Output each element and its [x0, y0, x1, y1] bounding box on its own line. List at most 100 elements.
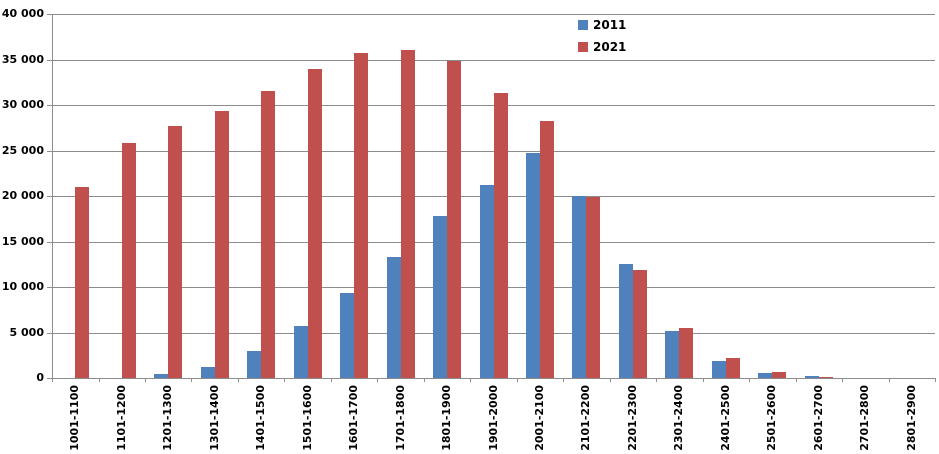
bar-2011-2501-2600[interactable] — [758, 372, 773, 378]
bar-2011-2001-2100[interactable] — [526, 153, 540, 378]
y-axis-tick — [47, 378, 52, 379]
x-axis-tick — [656, 378, 658, 382]
bar-2011-2301-2400[interactable] — [665, 330, 680, 378]
x-axis-tick — [842, 378, 844, 382]
x-axis-tick — [609, 378, 611, 382]
bar-2021-1001-1100[interactable] — [75, 186, 90, 378]
legend-label-2021: 2021 — [593, 40, 627, 54]
x-axis-tick — [144, 378, 146, 382]
x-axis-tick-label: 1701-1800 — [393, 385, 407, 451]
x-axis-tick — [98, 378, 100, 382]
x-axis-tick-label: 2601-2700 — [811, 385, 825, 451]
x-axis-tick-label: 2201-2300 — [625, 385, 639, 451]
x-axis-tick-label: 1501-1600 — [300, 385, 314, 451]
bar-2021-2201-2300[interactable] — [632, 269, 647, 378]
y-axis-tick-label: 5 000 — [9, 325, 44, 339]
y-axis-tick-label: 20 000 — [1, 189, 44, 202]
x-axis-tick-label: 1801-1900 — [440, 385, 453, 451]
gridline — [52, 14, 935, 15]
bar-2021-1801-1900[interactable] — [447, 61, 461, 378]
bar-2011-1401-1500[interactable] — [247, 350, 262, 378]
bar-2011-1201-1300[interactable] — [154, 374, 169, 378]
legend: 2011 2021 — [578, 14, 626, 58]
y-axis-tick-label: 30 000 — [1, 98, 44, 111]
y-axis-tick — [47, 105, 52, 106]
x-axis-tick — [377, 378, 379, 382]
bar-2021-1401-1500[interactable] — [261, 91, 276, 378]
y-axis-tick — [47, 287, 52, 288]
bar-2011-1901-2000[interactable] — [479, 185, 494, 378]
y-axis-tick-label: 10 000 — [1, 280, 44, 293]
bar-2021-1601-1700[interactable] — [354, 53, 369, 378]
legend-swatch-2011-icon — [578, 20, 588, 30]
bar-2021-1701-1800[interactable] — [400, 50, 415, 378]
y-axis-tick — [47, 332, 52, 334]
x-axis-tick — [330, 378, 332, 382]
x-axis-tick — [935, 378, 936, 382]
bar-2011-1301-1400[interactable] — [200, 367, 215, 378]
bar-2021-2101-2200[interactable] — [586, 196, 601, 378]
y-axis-tick — [47, 196, 52, 197]
x-axis-tick-label: 2101-2200 — [579, 385, 593, 451]
x-axis-tick-label: 2401-2500 — [718, 385, 732, 451]
y-axis-tick-label: 25 000 — [1, 143, 44, 157]
x-axis-tick — [191, 378, 193, 382]
bar-2021-2001-2100[interactable] — [540, 121, 554, 378]
bar-2021-1901-2000[interactable] — [493, 93, 508, 378]
bar-2011-1601-1700[interactable] — [340, 293, 355, 378]
x-axis-tick — [795, 378, 797, 382]
x-axis-tick-label: 2801-2900 — [904, 385, 918, 451]
y-axis-tick — [47, 14, 52, 15]
x-axis-tick — [423, 378, 425, 382]
bar-2011-2201-2300[interactable] — [618, 264, 633, 379]
bar-2021-1101-1200[interactable] — [121, 143, 136, 378]
legend-label-2011: 2011 — [593, 18, 627, 32]
x-axis-tick — [237, 378, 239, 382]
x-axis-tick — [749, 378, 751, 382]
x-axis-tick-label: 2001-2100 — [533, 385, 546, 451]
x-axis-tick-label: 2701-2800 — [858, 385, 872, 451]
bar-2021-1201-1300[interactable] — [168, 125, 183, 378]
bar-2011-1701-1800[interactable] — [386, 257, 401, 378]
y-axis-tick-label: 0 — [36, 371, 44, 384]
legend-item-2021[interactable]: 2021 — [578, 36, 626, 58]
x-axis-tick — [470, 378, 472, 382]
bar-2021-2301-2400[interactable] — [679, 327, 694, 378]
bar-2021-2401-2500[interactable] — [725, 358, 740, 378]
y-axis-tick-label: 35 000 — [1, 52, 44, 66]
x-axis-tick-label: 1901-2000 — [486, 385, 500, 451]
y-axis-tick-label: 15 000 — [1, 234, 44, 248]
x-axis-tick — [888, 378, 890, 382]
legend-item-2011[interactable]: 2011 — [578, 14, 626, 36]
bar-2021-2501-2600[interactable] — [772, 371, 787, 378]
bar-2011-2601-2700[interactable] — [804, 376, 819, 378]
y-axis-tick — [47, 150, 52, 152]
x-axis-tick — [516, 378, 518, 382]
bar-2011-1801-1900[interactable] — [433, 216, 447, 378]
y-axis-tick — [47, 59, 52, 61]
x-axis-tick-label: 1101-1200 — [114, 385, 128, 451]
x-axis-tick-label: 1001-1100 — [68, 385, 82, 451]
x-axis-line — [52, 378, 935, 379]
bar-2011-2101-2200[interactable] — [572, 196, 587, 378]
x-axis-tick — [563, 378, 565, 382]
x-axis-tick-label: 1201-1300 — [161, 385, 175, 451]
bar-2021-2601-2700[interactable] — [818, 376, 833, 378]
x-axis-tick-label: 1401-1500 — [254, 385, 268, 451]
x-axis-tick — [284, 378, 286, 382]
bar-2021-1501-1600[interactable] — [307, 68, 322, 378]
bar-2011-2401-2500[interactable] — [711, 360, 726, 378]
x-axis-tick-label: 1301-1400 — [207, 385, 221, 451]
y-axis-tick — [47, 241, 52, 243]
bar-2021-1301-1400[interactable] — [214, 111, 229, 378]
x-axis-tick — [52, 378, 53, 382]
y-axis-line — [52, 14, 53, 378]
x-axis-tick-label: 2301-2400 — [672, 385, 686, 451]
x-axis-tick — [702, 378, 704, 382]
legend-swatch-2021-icon — [578, 42, 588, 52]
gridline — [52, 59, 935, 61]
bar-2011-1501-1600[interactable] — [293, 326, 308, 378]
x-axis-tick-label: 2501-2600 — [765, 385, 779, 451]
y-axis-tick-label: 40 000 — [1, 7, 44, 20]
